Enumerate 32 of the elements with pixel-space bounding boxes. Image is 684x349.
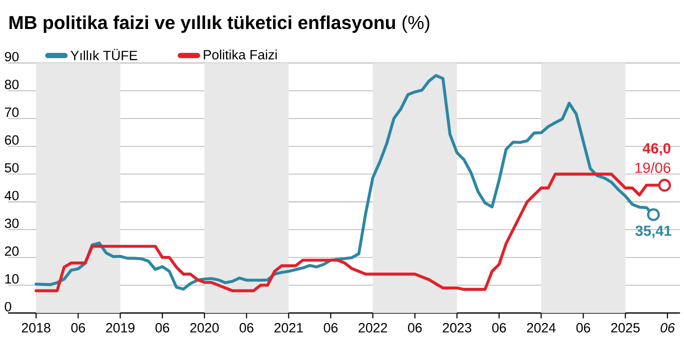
x-tick-label: 06: [408, 323, 422, 332]
chart-title: MB politika faizi ve yıllık tüketici enflasyonu (%): [10, 15, 430, 33]
x-tick-label: 06: [576, 323, 590, 332]
annotation: 46,0: [642, 143, 670, 156]
x-tick-label: 2020: [190, 323, 219, 332]
x-tick-label: 06: [71, 323, 86, 332]
x-tick-label: 2022: [358, 323, 387, 332]
x-tick-label: 2018: [22, 323, 50, 332]
x-tick-label: 06: [660, 323, 675, 332]
annotation: 35,41: [635, 226, 672, 238]
y-tick-label: 50: [4, 163, 19, 172]
y-tick-label: 70: [4, 108, 19, 117]
x-tick-label: 06: [240, 323, 254, 332]
legend-label: Yıllık TÜFE: [70, 48, 138, 60]
y-tick-label: 40: [4, 190, 19, 200]
x-tick-label: 06: [492, 323, 506, 332]
y-tick-label: 10: [5, 274, 19, 284]
y-tick-label: 20: [4, 246, 19, 256]
y-tick-label: 0: [4, 302, 12, 312]
y-tick-label: 80: [4, 80, 19, 90]
y-tick-label: 30: [4, 218, 19, 228]
x-tick-label: 2025: [611, 323, 640, 332]
x-tick-label: 2021: [274, 323, 303, 332]
x-tick-label: 2023: [442, 323, 472, 332]
legend-label: Politika Faizi: [204, 50, 277, 60]
x-tick-label: 06: [324, 323, 338, 332]
x-tick-label: 2024: [527, 323, 556, 332]
y-tick-label: 90: [4, 52, 19, 62]
y-tick-label: 60: [4, 135, 19, 145]
x-tick-label: 2019: [106, 323, 134, 332]
annotation: 19/06: [635, 162, 670, 173]
x-tick-label: 06: [155, 323, 170, 332]
